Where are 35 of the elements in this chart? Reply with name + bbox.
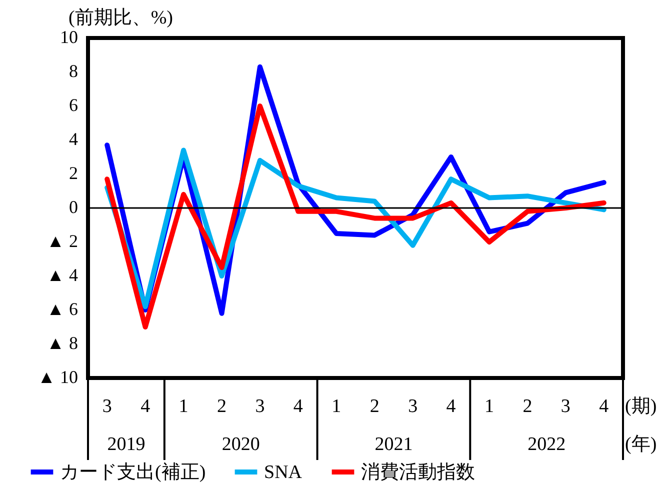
y-tick-label: ▲ 6 xyxy=(46,299,78,319)
y-axis-title: (前期比、%) xyxy=(68,8,173,28)
y-tick-label: ▲ 4 xyxy=(46,265,78,285)
y-tick-label: 2 xyxy=(69,163,78,183)
y-tick-label: 10 xyxy=(60,27,78,47)
x-tick-label: 3 xyxy=(560,396,570,417)
x-tick-label: 4 xyxy=(140,396,151,417)
text: 2019 xyxy=(107,434,146,455)
text: 2022 xyxy=(528,434,566,455)
x-tick-label: 1 xyxy=(178,396,188,417)
y-tick-label: 6 xyxy=(69,95,78,115)
legend-label: 消費活動指数 xyxy=(361,462,475,483)
x-tick-label: 2 xyxy=(370,396,380,417)
x-tick-label: 3 xyxy=(408,396,418,417)
text: 2021 xyxy=(374,434,413,455)
y-tick-label: ▲ 2 xyxy=(46,231,78,251)
x-tick-label: 1 xyxy=(484,396,494,417)
text: (年) xyxy=(625,434,657,455)
x-tick-label: 4 xyxy=(293,396,304,417)
legend-label: SNA xyxy=(264,462,302,483)
x-tick-label: 2 xyxy=(217,396,226,417)
y-tick-label: ▲ 10 xyxy=(38,367,78,387)
text: (期) xyxy=(625,396,657,417)
y-tick-label: 8 xyxy=(69,61,78,81)
x-tick-label: 4 xyxy=(446,396,456,417)
x-tick-label: 4 xyxy=(599,396,610,417)
legend-label: カード支出(補正) xyxy=(60,462,206,483)
x-tick-label: 1 xyxy=(332,396,342,417)
text: 2020 xyxy=(222,434,260,455)
y-tick-label: ▲ 8 xyxy=(46,333,78,353)
x-tick-label: 3 xyxy=(255,396,265,417)
x-tick-label: 3 xyxy=(102,396,112,417)
y-tick-label: 0 xyxy=(69,197,78,217)
y-tick-label: 4 xyxy=(69,129,78,149)
x-tick-label: 2 xyxy=(522,396,532,417)
